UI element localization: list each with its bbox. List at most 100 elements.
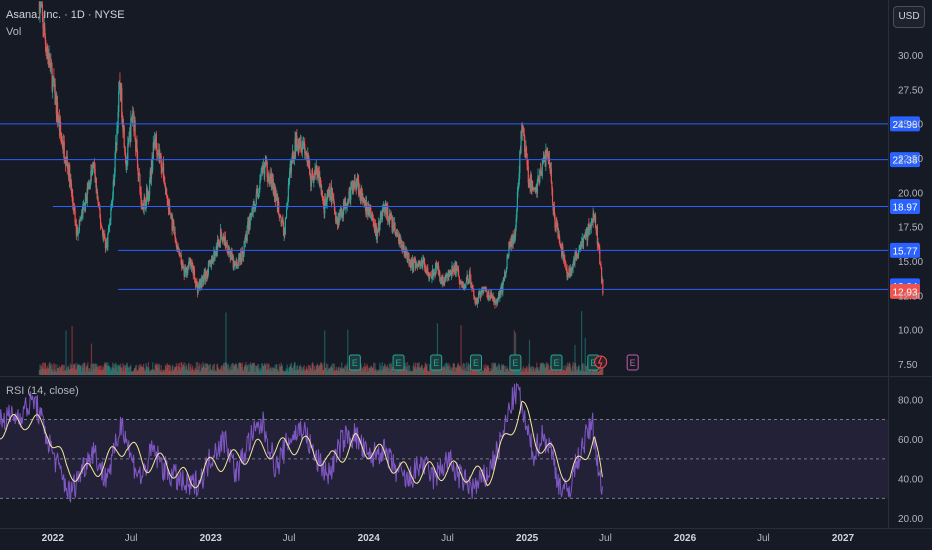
volume-bar [494,362,496,375]
candle-body [43,26,45,35]
volume-bar [368,368,371,375]
earnings-icon-label: E [512,358,518,368]
candle-body [285,217,287,219]
candle-body [264,164,266,175]
candle-body [362,197,365,204]
volume-bar [191,368,193,375]
candle-body [110,202,113,209]
candle-body [488,291,490,298]
volume-bar [441,368,443,375]
candle-body [306,155,308,163]
candle-body [178,248,180,256]
candle-body [485,289,488,292]
volume-bar [271,371,273,375]
volume-bar [579,371,582,375]
candle-body [83,204,85,206]
candle-body [372,217,374,223]
volume-bar [239,363,242,375]
volume-bar [408,371,410,375]
candle-body [155,133,157,144]
candle-body [221,236,223,239]
candle-body [379,213,382,224]
volume-bar [415,369,417,375]
current-price-badge-label: 12.93 [892,287,917,298]
candle-body [92,163,94,169]
candle-body [50,61,53,70]
candle-body [442,280,445,285]
volume-bar [341,368,343,375]
volume-bar [322,369,324,375]
volume-bar [458,364,460,375]
volume-bar [476,367,479,375]
candle-body [507,256,509,258]
candle-body [170,217,173,219]
candle-body [330,186,332,197]
candle-body [180,254,182,264]
volume-bar [572,362,574,375]
volume-bar [467,366,469,375]
candle-body [206,272,208,279]
candle-body [463,287,465,290]
candle-body [424,262,426,269]
volume-bar [279,366,282,375]
candle-body [541,163,543,177]
candle-body [76,226,78,236]
candle-body [482,288,485,293]
candle-body [45,44,47,54]
volume-bar [182,364,184,375]
candle-body [544,156,546,160]
volume-bar [195,362,197,375]
candle-body [46,52,48,54]
volume-bar [210,369,212,375]
volume-bar [486,366,488,375]
volume-bar [292,367,294,375]
candle-body [275,196,277,201]
candle-body [80,216,82,219]
volume-bar [557,371,559,375]
candle-body [517,188,519,192]
volume-bar [387,364,389,375]
candle-body [537,175,539,181]
candle-body [506,256,508,268]
candle-body [391,218,394,229]
volume-indicator-label[interactable]: Vol [6,26,22,38]
candle-body [202,276,204,283]
volume-bar [89,368,91,375]
candle-body [120,87,122,101]
candle-body [413,260,415,270]
candle-body [590,221,592,228]
candle-body [212,257,214,262]
candle-body [439,280,442,282]
candle-body [443,280,445,285]
candle-body [478,292,480,300]
candle-body [304,144,306,154]
volume-bar [277,370,279,375]
candle-body [181,262,183,268]
candle-body [570,267,572,273]
candle-body [173,231,176,234]
candle-body [378,221,380,230]
volume-bar [43,369,45,375]
currency-button[interactable]: USD [893,6,925,28]
candle-body [389,213,391,215]
volume-bar [283,371,285,375]
volume-bar [541,363,543,375]
candle-body [112,181,114,196]
candle-body [141,204,143,208]
candle-body [291,156,293,161]
volume-bar [101,365,103,375]
volume-bar [217,367,219,375]
volume-bar [441,365,443,375]
volume-bar [162,371,164,375]
volume-bar [166,362,168,375]
time-tick-label: Jul [599,533,612,544]
rsi-indicator-label[interactable]: RSI (14, close) [6,385,79,397]
candle-body [325,203,327,207]
candle-body [174,231,176,239]
candle-body [198,283,200,288]
candle-body [176,246,179,251]
volume-bar [95,363,97,375]
volume-bar [427,371,429,375]
candle-body [42,15,44,29]
level-badge [890,152,920,168]
